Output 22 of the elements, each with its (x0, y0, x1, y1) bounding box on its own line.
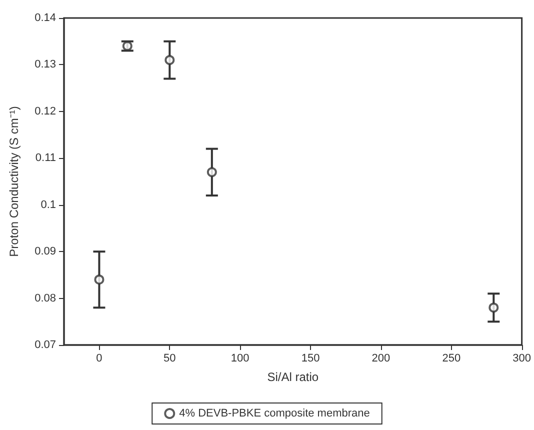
y-tick-label: 0.13 (34, 58, 56, 71)
point (94, 274, 104, 285)
point (206, 167, 217, 178)
point (488, 302, 499, 313)
x-axis-title: Si/Al ratio (267, 370, 319, 384)
x-tick-label: 200 (372, 352, 390, 364)
y-tick-label: 0.07 (34, 339, 56, 351)
x-tick-label: 250 (442, 352, 461, 364)
x-tick-label: 300 (512, 352, 532, 364)
x-tick-label: 50 (164, 352, 176, 364)
legend-label: 4% DEVB-PBKE composite membrane (179, 408, 370, 420)
y-axis-title: Proton Conductivity (S cm⁻¹) (7, 106, 21, 257)
y-tick-label: 0.12 (34, 105, 56, 118)
x-tick-label: 0 (96, 352, 102, 364)
y-tick-label: 0.1 (40, 198, 56, 211)
y-tick-label: 0.11 (35, 152, 56, 164)
y-tick-label: 0.09 (34, 246, 56, 258)
x-tick-label: 100 (230, 352, 250, 364)
y-tick-label: 0.14 (34, 12, 56, 24)
y-tick-label: 0.08 (34, 292, 56, 304)
x-tick-label: 150 (301, 352, 320, 364)
point (164, 55, 175, 66)
